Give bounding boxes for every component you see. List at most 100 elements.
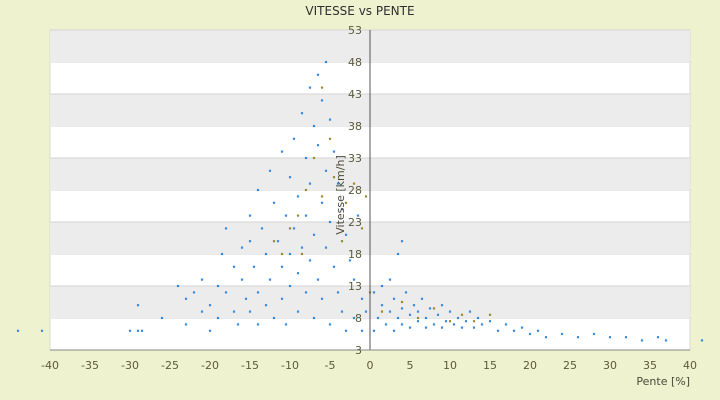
- data-point: [364, 195, 368, 198]
- data-point: [264, 304, 268, 307]
- data-point: [296, 214, 300, 217]
- data-point: [372, 329, 376, 332]
- data-point: [400, 240, 404, 243]
- x-tick-label: -40: [41, 359, 59, 372]
- data-point: [432, 307, 436, 310]
- data-point: [140, 329, 144, 332]
- data-point: [240, 246, 244, 249]
- data-point: [220, 252, 224, 256]
- data-point: [324, 169, 328, 172]
- data-point: [356, 214, 360, 217]
- data-point: [284, 323, 288, 326]
- data-point: [380, 304, 384, 307]
- data-point: [336, 291, 340, 294]
- data-point: [248, 214, 252, 217]
- y-tick-label: 8: [355, 312, 362, 325]
- data-point: [296, 195, 300, 198]
- data-point: [304, 188, 308, 192]
- data-point: [192, 291, 196, 294]
- data-point: [256, 188, 260, 192]
- x-tick-label: 40: [683, 359, 697, 372]
- data-point: [352, 316, 356, 320]
- data-point: [640, 339, 644, 342]
- y-tick-label: 53: [348, 24, 362, 37]
- data-point: [268, 169, 272, 172]
- data-point: [496, 329, 500, 332]
- data-point: [380, 284, 384, 288]
- y-tick-label: 3: [355, 344, 362, 357]
- data-point: [360, 227, 364, 230]
- data-point: [416, 320, 420, 323]
- data-point: [488, 313, 492, 316]
- data-point: [316, 144, 320, 147]
- data-point: [332, 176, 336, 179]
- data-point: [448, 320, 452, 323]
- data-point: [624, 336, 628, 339]
- data-point: [432, 323, 436, 326]
- data-point: [328, 137, 332, 140]
- data-point: [248, 310, 252, 313]
- data-point: [300, 246, 304, 249]
- data-point: [304, 291, 308, 294]
- x-tick-label: -20: [201, 359, 219, 372]
- data-point: [260, 227, 264, 230]
- data-point: [352, 278, 356, 281]
- data-point: [444, 320, 448, 323]
- x-axis-label: Pente [%]: [636, 375, 690, 388]
- data-point: [328, 323, 332, 326]
- data-point: [40, 329, 44, 332]
- data-point: [352, 182, 356, 185]
- data-point: [700, 339, 704, 342]
- data-point: [288, 252, 292, 256]
- data-point: [440, 326, 444, 329]
- data-point: [128, 329, 132, 332]
- x-tick-label: 20: [523, 359, 537, 372]
- data-point: [304, 214, 308, 217]
- data-point: [472, 326, 476, 329]
- data-point: [276, 240, 280, 243]
- data-point: [336, 182, 340, 185]
- data-point: [300, 252, 304, 256]
- data-point: [456, 316, 460, 320]
- data-point: [292, 227, 296, 230]
- y-tick-label: 18: [348, 248, 362, 261]
- data-point: [464, 320, 468, 323]
- data-point: [504, 323, 508, 326]
- data-point: [208, 304, 212, 307]
- data-point: [324, 60, 328, 64]
- data-point: [236, 323, 240, 326]
- x-tick-label: -25: [161, 359, 179, 372]
- data-point: [288, 227, 292, 230]
- x-tick-label: 30: [603, 359, 617, 372]
- data-point: [536, 329, 540, 332]
- data-point: [344, 329, 348, 332]
- y-tick-label: 38: [348, 120, 362, 133]
- data-point: [216, 284, 220, 288]
- data-point: [296, 310, 300, 313]
- data-point: [436, 313, 440, 316]
- x-tick-label: -10: [281, 359, 299, 372]
- data-point: [372, 291, 376, 294]
- data-point: [592, 332, 596, 336]
- data-point: [312, 156, 316, 160]
- data-point: [320, 201, 324, 204]
- data-point: [280, 252, 284, 256]
- data-point: [136, 329, 140, 332]
- chart-title: VITESSE vs PENTE: [305, 4, 414, 18]
- data-point: [488, 320, 492, 323]
- x-tick-label: -30: [121, 359, 139, 372]
- data-point: [288, 176, 292, 179]
- data-point: [272, 201, 276, 204]
- data-point: [544, 336, 548, 339]
- data-point: [312, 316, 316, 320]
- data-point: [136, 304, 140, 307]
- data-point: [460, 326, 464, 329]
- data-point: [200, 278, 204, 281]
- data-point: [332, 150, 336, 153]
- data-point: [468, 310, 472, 313]
- data-point: [392, 297, 396, 300]
- data-point: [408, 326, 412, 329]
- data-point: [480, 323, 484, 326]
